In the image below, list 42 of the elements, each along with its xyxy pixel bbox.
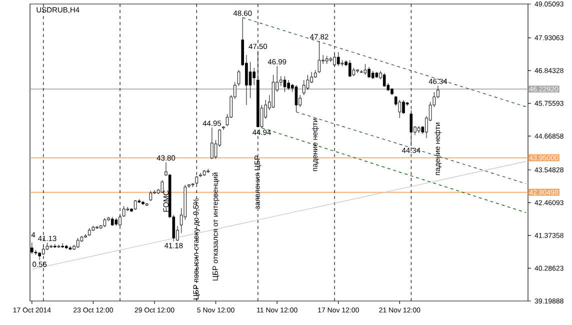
candlestick <box>202 170 206 176</box>
candlestick <box>134 200 137 210</box>
candlestick <box>110 216 114 226</box>
candlestick <box>356 68 359 74</box>
candlestick <box>160 180 164 194</box>
candlestick <box>76 238 80 248</box>
candlestick <box>318 40 321 74</box>
candlestick <box>68 246 72 250</box>
candlestick <box>329 56 332 62</box>
candlestick <box>199 172 202 178</box>
candlestick <box>371 70 374 80</box>
candlestick <box>210 127 214 160</box>
candlestick <box>368 66 370 78</box>
candlestick <box>96 226 98 230</box>
candlestick <box>402 100 405 114</box>
candlestick <box>145 202 148 206</box>
candlestick <box>325 56 328 64</box>
candlestick <box>287 80 290 90</box>
candlestick <box>375 72 378 78</box>
candlestick <box>61 242 64 248</box>
candlestick <box>336 52 340 66</box>
candlestick <box>206 168 210 174</box>
candlestick <box>417 126 420 134</box>
candlestick <box>50 244 52 248</box>
candlestick <box>188 184 190 188</box>
candlestick <box>88 228 91 236</box>
candlestick <box>65 244 68 250</box>
candlestick <box>222 126 225 130</box>
candlestick <box>398 100 402 118</box>
candlestick <box>382 72 386 88</box>
candlestick <box>294 84 298 112</box>
candlestick <box>191 182 194 188</box>
candlestick <box>237 70 240 86</box>
candlestick <box>57 244 60 248</box>
candlestick <box>149 190 152 202</box>
candlestick <box>103 218 106 228</box>
candlestick <box>122 206 126 218</box>
candlestick <box>84 234 87 238</box>
candlestick <box>364 64 367 76</box>
candlestick <box>348 60 352 78</box>
candlestick <box>283 76 286 92</box>
candlestick <box>114 218 118 226</box>
